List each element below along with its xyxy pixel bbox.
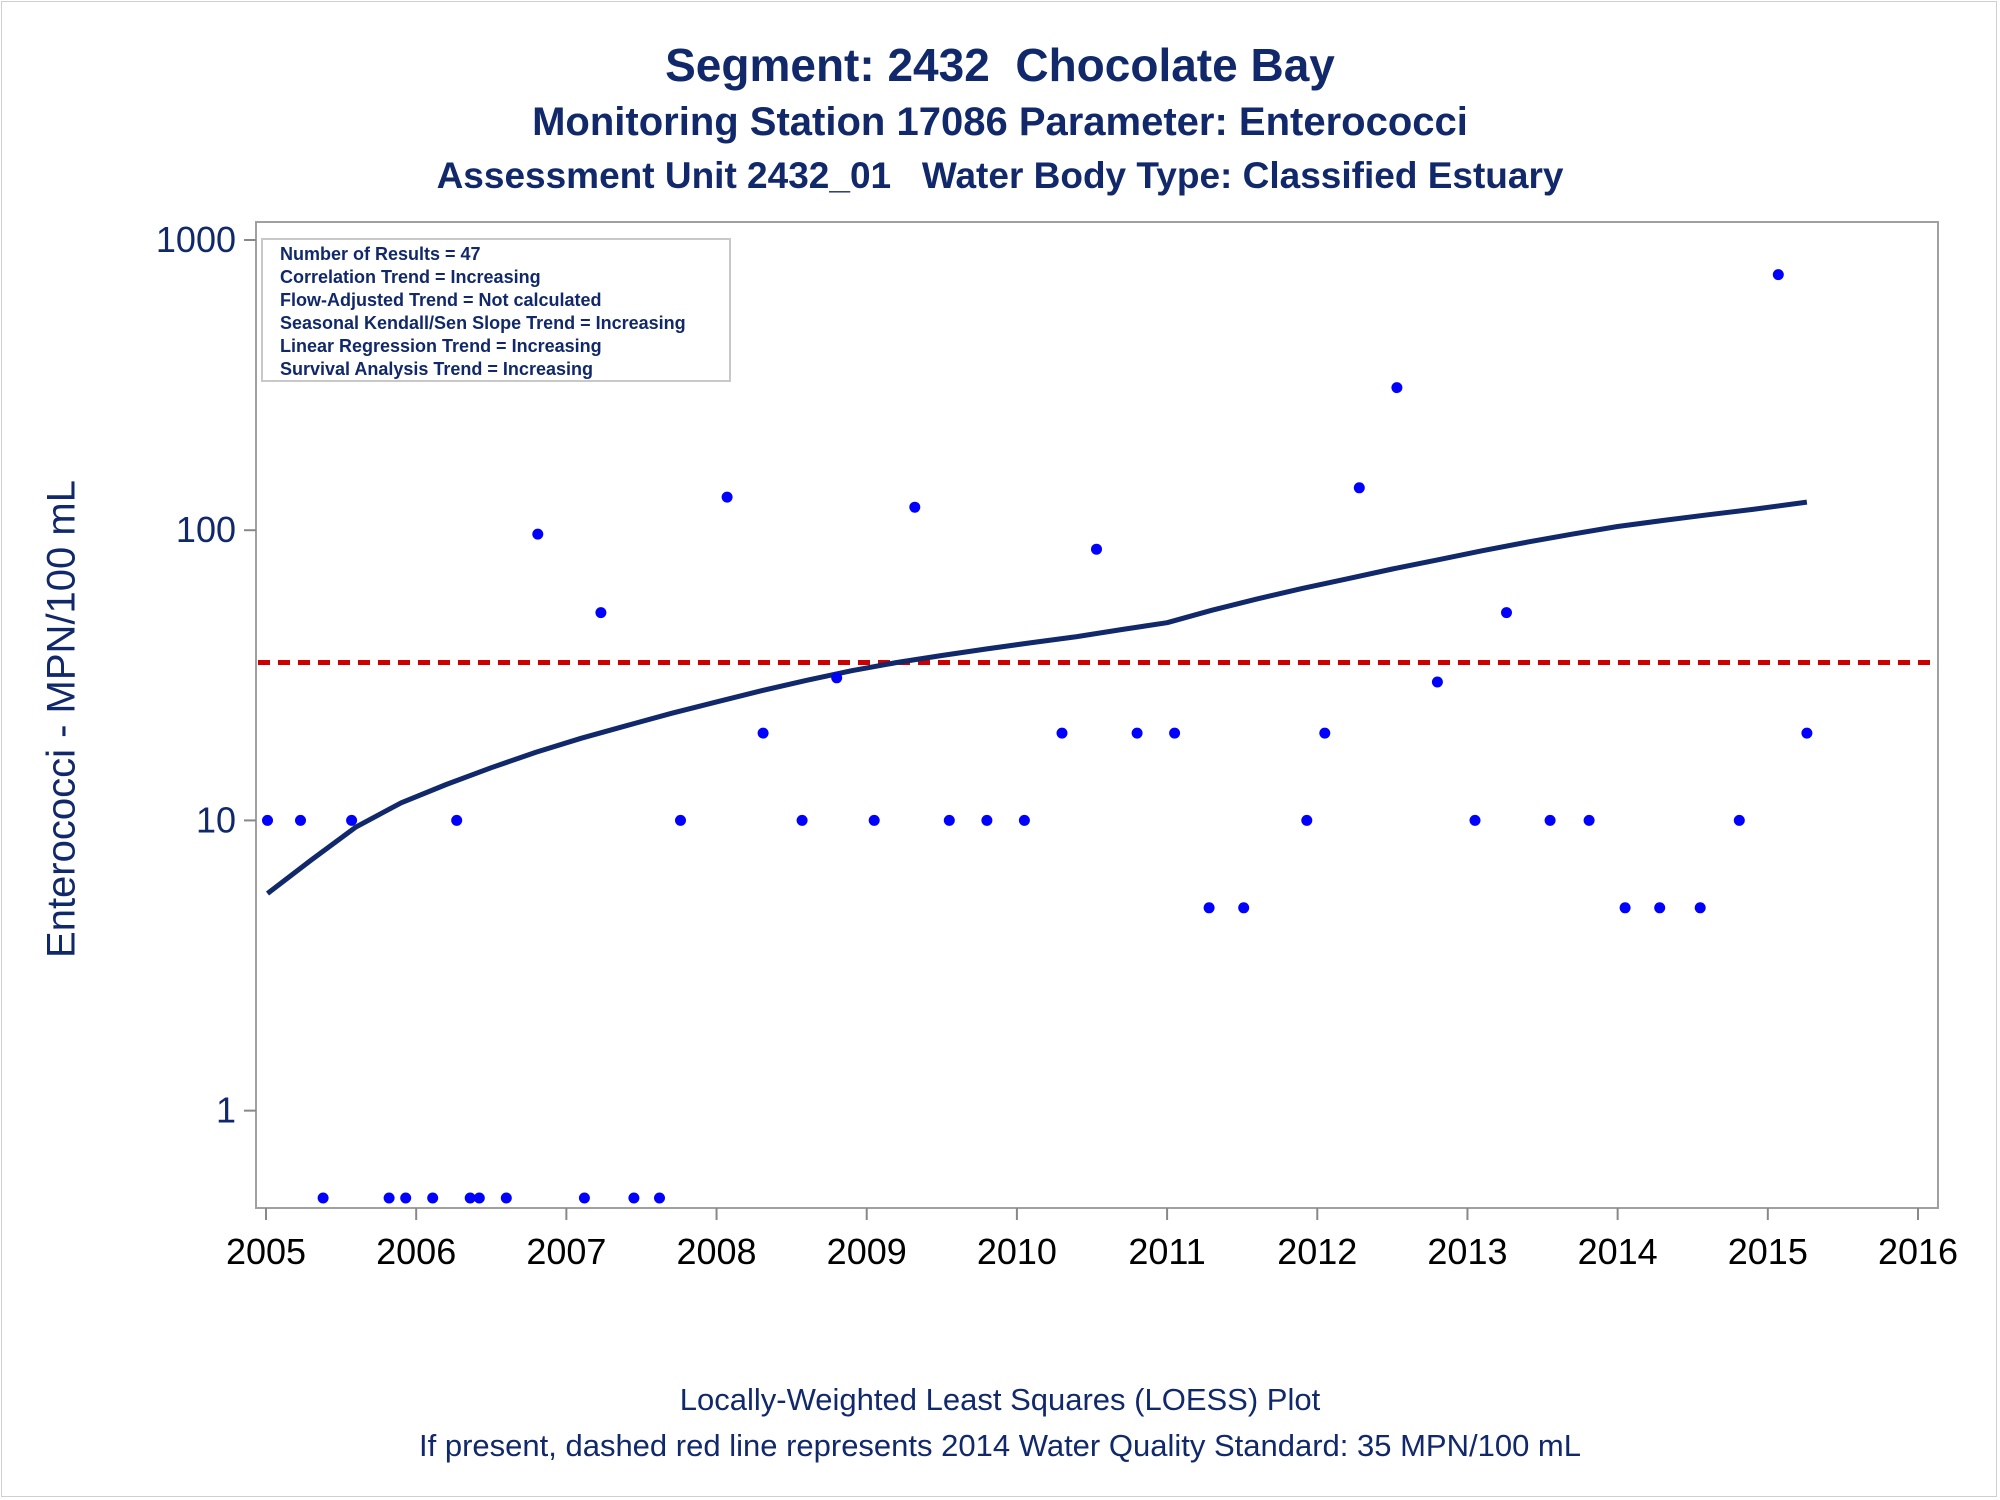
data-point: [1694, 902, 1706, 914]
data-point: [1501, 607, 1512, 619]
x-tick-label: 2012: [1277, 1231, 1357, 1272]
y-tick-label: 1000: [156, 219, 236, 260]
data-point: [831, 672, 843, 684]
x-tick-label: 2013: [1427, 1231, 1507, 1272]
data-point: [868, 814, 880, 826]
x-tick-label: 2011: [1128, 1231, 1205, 1272]
loess-line: [265, 499, 1808, 896]
x-tick-label: 2007: [526, 1231, 606, 1272]
data-point: [1583, 814, 1595, 826]
y-axis: 1 10 100 1000: [156, 219, 256, 1131]
x-axis: 2005 2006 2007 2008 2009 2010 2011 2012 2013 2014…: [226, 1208, 1958, 1272]
y-tick-label: 1: [216, 1090, 236, 1131]
data-point: [1018, 814, 1030, 826]
x-tick-label: 2014: [1578, 1231, 1658, 1272]
data-point: [1056, 727, 1068, 739]
x-tick-label: 2010: [977, 1231, 1057, 1272]
x-tick-label: 2015: [1728, 1231, 1808, 1272]
data-point: [346, 814, 358, 826]
plot-area-border: [255, 221, 1939, 1209]
data-point: [1091, 543, 1102, 555]
info-box-line: Flow-Adjusted Trend = Not calculated: [280, 290, 602, 310]
footnote-loess: Locally-Weighted Least Squares (LOESS) P…: [679, 1382, 1321, 1417]
info-box-line: Number of Results = 47: [280, 244, 481, 264]
data-point: [721, 491, 733, 503]
chart-subtitle-station: Monitoring Station 17086 Parameter: Ente…: [532, 100, 1468, 144]
info-box-line: Survival Analysis Trend = Increasing: [280, 359, 593, 379]
data-point: [796, 814, 808, 826]
data-point: [473, 1192, 485, 1204]
data-point: [1654, 902, 1666, 914]
data-point: [628, 1192, 640, 1204]
x-tick-label: 2006: [376, 1231, 456, 1272]
data-point: [427, 1192, 439, 1204]
data-point: [383, 1192, 395, 1204]
data-point: [654, 1192, 665, 1204]
data-point: [1772, 269, 1784, 281]
data-point: [1469, 814, 1481, 826]
data-point: [1319, 727, 1331, 739]
data-point: [1733, 814, 1745, 826]
data-point: [451, 814, 463, 826]
data-point: [675, 814, 686, 826]
data-point: [1301, 814, 1313, 826]
data-point: [500, 1192, 512, 1204]
data-point: [595, 607, 607, 619]
data-point: [1801, 727, 1813, 739]
data-point: [295, 814, 306, 826]
info-box-line: Correlation Trend = Increasing: [280, 267, 541, 287]
data-point: [1619, 902, 1631, 914]
stats-info-box: Number of Results = 47 Correlation Trend …: [261, 238, 731, 382]
chart-title: Segment: 2432 Chocolate Bay: [665, 39, 1335, 91]
data-point: [1431, 676, 1443, 688]
data-point: [1391, 382, 1403, 394]
data-point: [909, 501, 921, 513]
data-point: [981, 814, 993, 826]
data-point: [1131, 727, 1143, 739]
data-point: [464, 1192, 476, 1204]
info-box-line: Seasonal Kendall/Sen Slope Trend = Incre…: [280, 313, 686, 333]
data-point: [757, 727, 769, 739]
footnote-standard: If present, dashed red line represents 2…: [419, 1428, 1581, 1463]
data-point: [1203, 902, 1215, 914]
data-point: [532, 528, 544, 540]
y-tick-label: 10: [196, 799, 236, 840]
y-tick-label: 100: [176, 509, 236, 550]
data-point: [1238, 902, 1250, 914]
x-tick-label: 2005: [226, 1231, 306, 1272]
x-tick-label: 2009: [827, 1231, 907, 1272]
info-box-border: [261, 238, 731, 382]
x-tick-label: 2016: [1878, 1231, 1958, 1272]
data-point: [317, 1192, 329, 1204]
data-point: [1544, 814, 1556, 826]
data-point: [943, 814, 955, 826]
data-point: [1353, 482, 1365, 494]
info-box-line: Linear Regression Trend = Increasing: [280, 336, 602, 356]
data-point: [1169, 727, 1181, 739]
data-point: [400, 1192, 412, 1204]
chart-subtitle-assessment: Assessment Unit 2432_01 Water Body Type:…: [436, 155, 1564, 196]
x-tick-label: 2008: [676, 1231, 756, 1272]
loess-curve-group: [265, 499, 1808, 896]
data-point: [578, 1192, 590, 1204]
data-point: [262, 814, 273, 826]
data-points: [262, 269, 1813, 1204]
